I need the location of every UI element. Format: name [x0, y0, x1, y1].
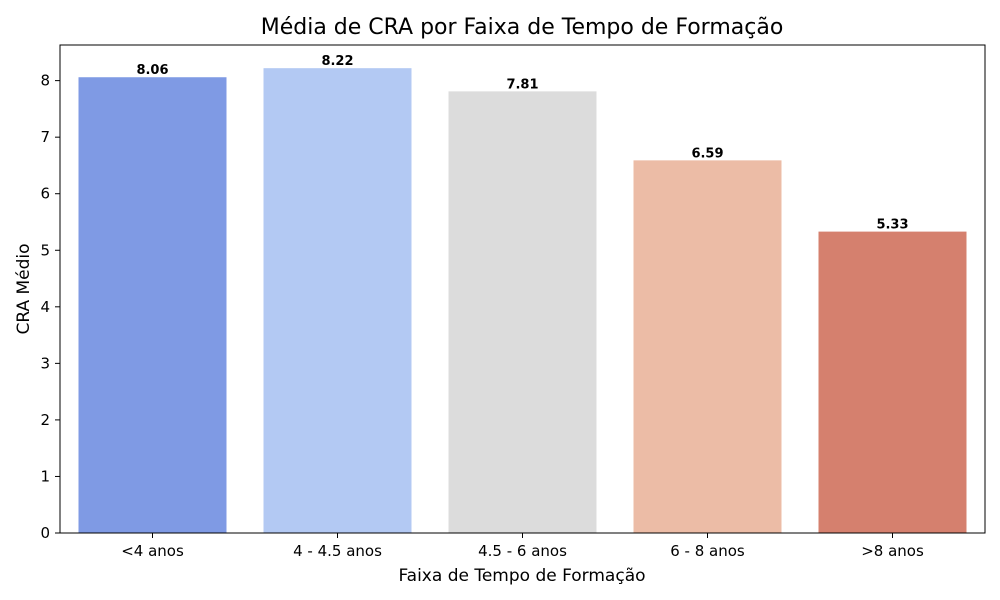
- y-tick-label-3: 3: [40, 354, 50, 372]
- data-labels-group: 8.06 8.22 7.81 6.59 5.33: [136, 54, 908, 232]
- bar-4: [818, 231, 967, 534]
- data-label-0: 8.06: [136, 63, 168, 78]
- x-tick-label-4: >8 anos: [861, 542, 924, 560]
- x-axis: <4 anos 4 - 4.5 anos 4.5 - 6 anos 6 - 8 ano…: [121, 533, 924, 560]
- y-tick-label-6: 6: [40, 185, 50, 203]
- y-tick-label-1: 1: [40, 467, 50, 485]
- y-axis-label: CRA Médio: [14, 243, 34, 334]
- bar-0: [78, 77, 227, 533]
- y-tick-label-7: 7: [40, 128, 50, 146]
- y-axis: 0 1 2 3 4 5 6 7 8: [40, 72, 60, 542]
- bars-group: [78, 68, 967, 534]
- bar-2: [448, 91, 597, 534]
- data-label-2: 7.81: [506, 77, 538, 92]
- bar-1: [263, 68, 412, 534]
- y-tick-label-2: 2: [40, 411, 50, 429]
- y-tick-label-5: 5: [40, 241, 50, 259]
- y-tick-label-0: 0: [40, 524, 50, 542]
- x-tick-label-1: 4 - 4.5 anos: [293, 542, 382, 560]
- y-tick-label-4: 4: [40, 298, 50, 316]
- data-label-4: 5.33: [876, 218, 908, 233]
- x-axis-label: Faixa de Tempo de Formação: [398, 566, 645, 586]
- x-tick-label-0: <4 anos: [121, 542, 184, 560]
- data-label-1: 8.22: [321, 54, 353, 69]
- x-tick-label-3: 6 - 8 anos: [670, 542, 745, 560]
- chart-title: Média de CRA por Faixa de Tempo de Forma…: [261, 15, 784, 40]
- bar-3: [633, 160, 782, 533]
- x-tick-label-2: 4.5 - 6 anos: [478, 542, 567, 560]
- y-tick-label-8: 8: [40, 72, 50, 90]
- data-label-3: 6.59: [691, 146, 723, 161]
